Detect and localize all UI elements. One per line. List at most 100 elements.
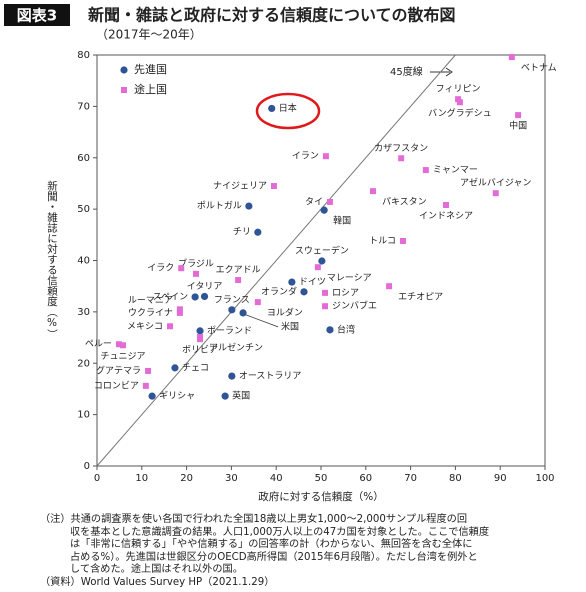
point — [322, 303, 329, 310]
legend-label: 先進国 — [134, 63, 167, 76]
x-axis-label: 政府に対する信頼度（%） — [258, 490, 383, 503]
point — [455, 96, 462, 103]
point-label: ヨルダン — [267, 307, 303, 319]
x-tick-label: 0 — [94, 473, 100, 484]
y-tick-label: 60 — [77, 153, 90, 164]
leader-line — [245, 314, 279, 328]
y-tick-label: 0 — [84, 461, 90, 472]
point-label: チリ — [233, 227, 251, 238]
point-label: イタリア — [187, 281, 223, 292]
point-label: アルゼンチン — [209, 342, 263, 354]
point — [176, 309, 183, 316]
legend-marker — [121, 87, 127, 93]
point — [398, 155, 405, 162]
point — [386, 283, 393, 290]
point-label: 米国 — [281, 320, 299, 332]
point-label: ブラジル — [178, 257, 214, 269]
point-label: ウクライナ — [128, 307, 173, 318]
point — [456, 99, 463, 106]
figure-label-box — [4, 4, 70, 26]
point-label: グアテマラ — [96, 364, 141, 376]
figure-label: 図表3 — [17, 7, 57, 25]
x-tick-label: 20 — [180, 473, 193, 484]
point — [288, 278, 296, 286]
point-label: コロンビア — [94, 380, 139, 391]
point — [314, 264, 321, 271]
notes: （注）共通の調査票を使い各国で行われた全国18歳以上男女1,000～2,000サ… — [40, 514, 580, 590]
point-label: エチオピア — [398, 292, 443, 303]
x-tick-label: 100 — [535, 473, 554, 484]
point — [228, 372, 236, 380]
point — [176, 306, 183, 313]
point — [270, 183, 277, 190]
point — [254, 228, 262, 236]
point-label: ペルー — [85, 340, 112, 350]
point — [422, 167, 429, 174]
point-label: 台湾 — [337, 323, 355, 335]
point — [228, 306, 236, 314]
point-label: パキスタン — [382, 197, 427, 208]
x-tick-label: 60 — [359, 473, 372, 484]
point-label: ルーマニア — [128, 296, 173, 306]
note-line: （注）共通の調査票を使い各国で行われた全国18歳以上男女1,000～2,000サ… — [40, 514, 468, 525]
chart-subtitle: （2017年～20年） — [96, 28, 202, 42]
y-axis-label: 新聞・雑誌に対する信頼度（%） — [46, 180, 58, 340]
chart: 図表3 新聞・雑誌と政府に対する信頼度についての散布図 （2017年～20年） … — [4, 4, 557, 503]
point — [119, 342, 126, 349]
point — [322, 289, 329, 296]
point — [239, 309, 247, 317]
point-label: カザフスタン — [374, 143, 428, 154]
x-tick-label: 30 — [225, 473, 238, 484]
annotation-arrowhead — [445, 67, 453, 77]
x-tick-label: 50 — [315, 473, 328, 484]
point-label: 日本 — [279, 102, 297, 114]
point-label: 韓国 — [333, 216, 351, 227]
point-label: ポルトガル — [197, 201, 242, 212]
chart-title: 新聞・雑誌と政府に対する信頼度についての散布図 — [88, 6, 456, 25]
point-label: バングラデシュ — [428, 107, 491, 119]
point-label: オランダ — [261, 285, 297, 297]
y-tick-label: 10 — [77, 410, 90, 421]
x-tick-label: 90 — [494, 473, 507, 484]
point-label: メキシコ — [127, 322, 163, 332]
point — [235, 277, 242, 284]
point-label: インドネシア — [419, 211, 473, 222]
y-tick-label: 30 — [77, 307, 90, 318]
point — [167, 323, 174, 330]
point-label: スウェーデン — [295, 245, 349, 257]
highlight-circle — [255, 92, 321, 130]
point — [369, 188, 376, 195]
y-tick-label: 70 — [77, 101, 90, 112]
y-tick-label: 20 — [77, 358, 90, 369]
point — [148, 392, 156, 400]
point-label: チェコ — [182, 362, 209, 373]
note-line: は「非常に信頼する」「やや信頼する」の回答率の計（わからない、無回答を含む全体に — [70, 539, 473, 551]
note-line: （資料）World Values Survey HP（2021.1.29） — [40, 576, 275, 588]
point-label: 中国 — [509, 120, 527, 132]
point-label: オーストラリア — [239, 371, 302, 382]
point — [320, 206, 328, 214]
point — [171, 364, 179, 372]
point-label: アゼルバイジャン — [460, 177, 531, 189]
legend-label: 途上国 — [134, 82, 167, 96]
note-line: 占める%）。先進国は世銀区分のOECD高所得国（2015年6月段階）。ただし台湾… — [70, 551, 478, 563]
legend-marker — [120, 66, 128, 74]
point-label: ミャンマー — [433, 166, 478, 176]
x-tick-label: 80 — [449, 473, 462, 484]
point-label: ロシア — [332, 288, 359, 298]
point-label: ドイツ — [299, 278, 326, 288]
point-label: マレーシア — [327, 274, 372, 284]
point — [322, 153, 329, 160]
point-label: エクアドル — [216, 265, 261, 276]
point-label: フランス — [214, 294, 250, 305]
point — [221, 392, 229, 400]
y-tick-label: 40 — [77, 256, 90, 267]
point — [515, 112, 522, 119]
y-tick-label: 50 — [77, 204, 90, 215]
point-label: イラク — [147, 263, 174, 274]
y-tick-label: 80 — [77, 50, 90, 61]
point — [193, 270, 200, 277]
point — [318, 257, 326, 265]
point-label: ジンバブエ — [332, 300, 377, 312]
